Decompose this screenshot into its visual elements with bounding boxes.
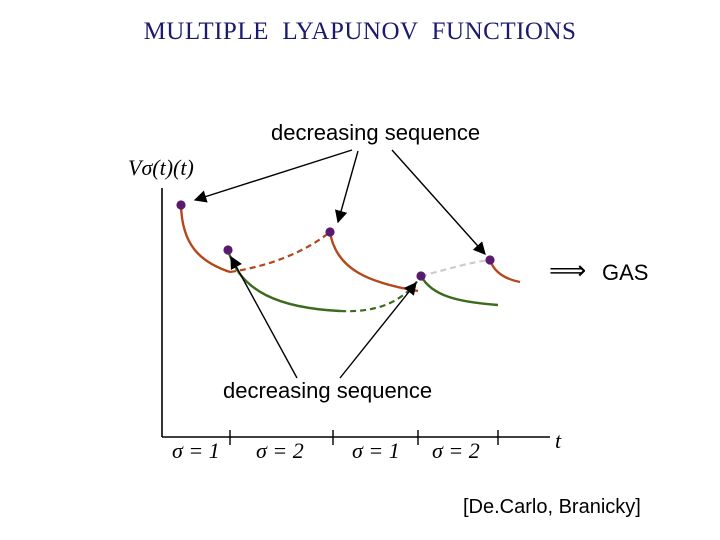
sigma-label-4: σ = 2 <box>432 438 480 463</box>
x-axis-label: t <box>555 428 562 453</box>
sigma-label-1: σ = 1 <box>172 438 220 463</box>
mode2-inactive-dashed-2 <box>420 258 491 278</box>
bottom-arrow-1 <box>230 255 298 379</box>
bottom-decreasing-label: decreasing sequence <box>223 378 433 403</box>
gas-label: GAS <box>602 260 649 285</box>
implies-arrow-icon: ⟹ <box>549 256 587 286</box>
sigma-label-3: σ = 1 <box>352 438 400 463</box>
mode1-curve-segment-3 <box>488 259 521 284</box>
mode1-curve-segment-2 <box>328 231 419 293</box>
y-axis-label: Vσ(t)(t) <box>128 155 194 180</box>
top-decreasing-label: decreasing sequence <box>271 120 481 145</box>
top-arrow-2 <box>335 150 359 224</box>
sigma-label-2: σ = 2 <box>256 438 304 463</box>
mode2-curve-segment-2 <box>419 275 499 307</box>
switch-point-3 <box>325 227 335 237</box>
mode1-curve-segment-1 <box>179 204 231 274</box>
switch-point-2 <box>223 245 233 255</box>
bottom-arrow-2 <box>339 282 417 379</box>
top-arrow-1 <box>193 149 353 203</box>
top-arrow-3 <box>391 149 486 255</box>
slide-title: MULTIPLE LYAPUNOV FUNCTIONS <box>143 18 577 45</box>
switch-point-1 <box>176 200 186 210</box>
mode2-curve-segment-1 <box>226 249 341 313</box>
switch-point-4 <box>416 271 426 281</box>
mode1-inactive-dashed-1 <box>229 231 331 274</box>
citation: [De.Carlo, Branicky] <box>463 496 641 518</box>
switch-point-5 <box>485 255 495 265</box>
